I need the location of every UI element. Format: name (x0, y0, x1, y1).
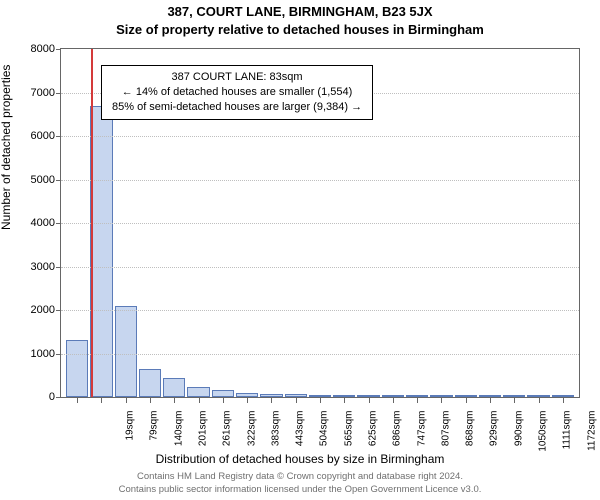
xtick-mark (539, 397, 540, 403)
histogram-bar (115, 306, 137, 397)
highlight-line (91, 49, 93, 397)
gridline-h (61, 180, 579, 181)
plot-area: 387 COURT LANE: 83sqm ← 14% of detached … (60, 48, 580, 398)
histogram-bar (187, 387, 209, 397)
chart-title-line2: Size of property relative to detached ho… (0, 22, 600, 37)
gridline-h (61, 223, 579, 224)
gridline-h (61, 354, 579, 355)
ytick-mark (56, 49, 61, 50)
gridline-h (61, 267, 579, 268)
xtick-mark (77, 397, 78, 403)
ytick-mark (56, 136, 61, 137)
gridline-h (61, 310, 579, 311)
annotation-line2: ← 14% of detached houses are smaller (1,… (112, 85, 362, 100)
xtick-mark (296, 397, 297, 403)
xtick-mark (320, 397, 321, 403)
footer-line1: Contains HM Land Registry data © Crown c… (0, 471, 600, 483)
annotation-line1: 387 COURT LANE: 83sqm (112, 70, 362, 85)
ytick-label: 3000 (25, 261, 55, 273)
ytick-mark (56, 93, 61, 94)
gridline-h (61, 136, 579, 137)
xtick-mark (417, 397, 418, 403)
xtick-mark (174, 397, 175, 403)
ytick-mark (56, 267, 61, 268)
xtick-mark (126, 397, 127, 403)
ytick-label: 2000 (25, 304, 55, 316)
annotation-line3: 85% of semi-detached houses are larger (… (112, 100, 362, 115)
footer-line2: Contains public sector information licen… (0, 484, 600, 496)
xtick-mark (247, 397, 248, 403)
ytick-mark (56, 310, 61, 311)
ytick-mark (56, 354, 61, 355)
chart-title-line1: 387, COURT LANE, BIRMINGHAM, B23 5JX (0, 4, 600, 19)
ytick-label: 0 (25, 391, 55, 403)
xtick-mark (223, 397, 224, 403)
ytick-label: 1000 (25, 348, 55, 360)
histogram-bar (66, 340, 88, 397)
ytick-mark (56, 223, 61, 224)
xtick-mark (199, 397, 200, 403)
y-axis-label: Number of detached properties (0, 65, 13, 230)
xtick-mark (490, 397, 491, 403)
ytick-label: 6000 (25, 130, 55, 142)
chart-container: 387, COURT LANE, BIRMINGHAM, B23 5JX Siz… (0, 0, 600, 500)
xtick-mark (514, 397, 515, 403)
ytick-label: 5000 (25, 174, 55, 186)
xtick-mark (271, 397, 272, 403)
xtick-mark (150, 397, 151, 403)
ytick-mark (56, 397, 61, 398)
ytick-label: 4000 (25, 217, 55, 229)
histogram-bar (163, 378, 185, 397)
ytick-label: 8000 (25, 43, 55, 55)
xtick-mark (393, 397, 394, 403)
xtick-mark (441, 397, 442, 403)
xtick-mark (369, 397, 370, 403)
footer-attribution: Contains HM Land Registry data © Crown c… (0, 471, 600, 496)
xtick-mark (344, 397, 345, 403)
x-axis-label: Distribution of detached houses by size … (0, 452, 600, 466)
xtick-mark (466, 397, 467, 403)
ytick-mark (56, 180, 61, 181)
highlight-annotation: 387 COURT LANE: 83sqm ← 14% of detached … (101, 65, 373, 120)
xtick-mark (563, 397, 564, 403)
ytick-label: 7000 (25, 87, 55, 99)
xtick-mark (101, 397, 102, 403)
histogram-bar (139, 369, 161, 397)
